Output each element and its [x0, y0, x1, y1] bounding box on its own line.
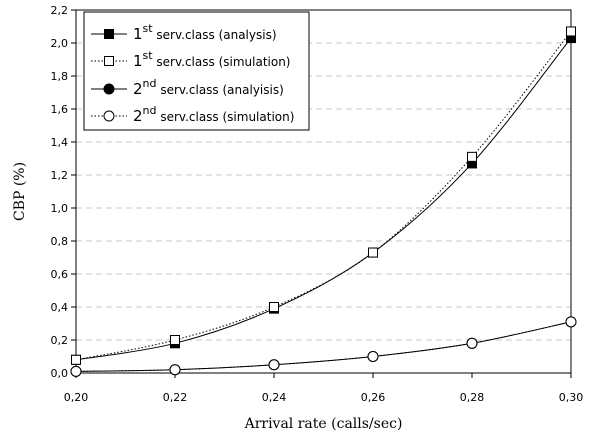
y-axis-title: CBP (%) [12, 162, 28, 221]
y-tick-label: 0,8 [51, 235, 69, 248]
y-tick-label: 2,0 [51, 37, 69, 50]
x-tick-label: 0,20 [64, 391, 89, 404]
legend-marker [103, 110, 115, 122]
data-point [368, 247, 378, 258]
series-line [75, 31, 572, 361]
y-tick-label: 1,4 [51, 136, 69, 149]
series-group [70, 26, 577, 377]
y-tick-label: 1,0 [51, 202, 69, 215]
series-line [75, 321, 572, 372]
y-axis: 0,0 0,2 0,4 0,6 0,8 1,0 1,2 1,4 1,6 1,8 2,0 2,2 [51, 4, 76, 380]
y-tick-label: 0,6 [51, 268, 69, 281]
x-axis: 0,20 0,22 0,24 0,26 0,28 0,30 [64, 373, 584, 404]
series-3 [70, 316, 577, 377]
series-4 [70, 316, 577, 377]
series-line [75, 37, 572, 361]
legend-label: 1st serv.class (analysis) [133, 22, 277, 43]
data-point [169, 364, 181, 376]
x-tick-label: 0,28 [460, 391, 485, 404]
data-point [71, 354, 81, 365]
y-tick-label: 1,6 [51, 103, 69, 116]
x-tick-label: 0,24 [262, 391, 287, 404]
series-2 [71, 26, 576, 365]
legend-box [83, 11, 310, 131]
legend-label: 1st serv.class (simulation) [133, 49, 290, 70]
y-tick-label: 1,8 [51, 70, 69, 83]
legend-item: 1st serv.class (simulation) [91, 49, 290, 70]
legend-item: 2nd serv.class (simulation) [91, 104, 294, 125]
y-tick-label: 1,2 [51, 169, 69, 182]
series-line [75, 321, 572, 372]
legend-label: 2nd serv.class (analyisis) [133, 77, 284, 98]
legend-marker [103, 83, 115, 95]
data-point [467, 151, 477, 162]
y-tick-label: 0,0 [51, 367, 69, 380]
y-tick-label: 2,2 [51, 4, 69, 17]
legend-item: 1st serv.class (analysis) [91, 22, 277, 43]
x-tick-label: 0,30 [559, 391, 584, 404]
y-tick-label: 0,2 [51, 334, 69, 347]
legend: 1st serv.class (analysis) 1st serv.class … [83, 11, 310, 131]
legend-marker [104, 56, 114, 66]
x-axis-title: Arrival rate (calls/sec) [244, 416, 403, 432]
data-point [566, 26, 576, 37]
data-point [466, 337, 478, 349]
x-tick-label: 0,26 [361, 391, 386, 404]
legend-marker [104, 29, 114, 39]
data-point [70, 365, 82, 377]
data-point [268, 359, 280, 371]
data-point [367, 351, 379, 362]
x-tick-label: 0,22 [163, 391, 188, 404]
data-point [269, 302, 279, 312]
legend-item: 2nd serv.class (analyisis) [91, 77, 284, 98]
data-point [170, 335, 180, 345]
plot-area-frame [75, 9, 572, 374]
y-tick-label: 0,4 [51, 301, 69, 314]
legend-label: 2nd serv.class (simulation) [133, 104, 294, 125]
data-point [565, 316, 577, 328]
